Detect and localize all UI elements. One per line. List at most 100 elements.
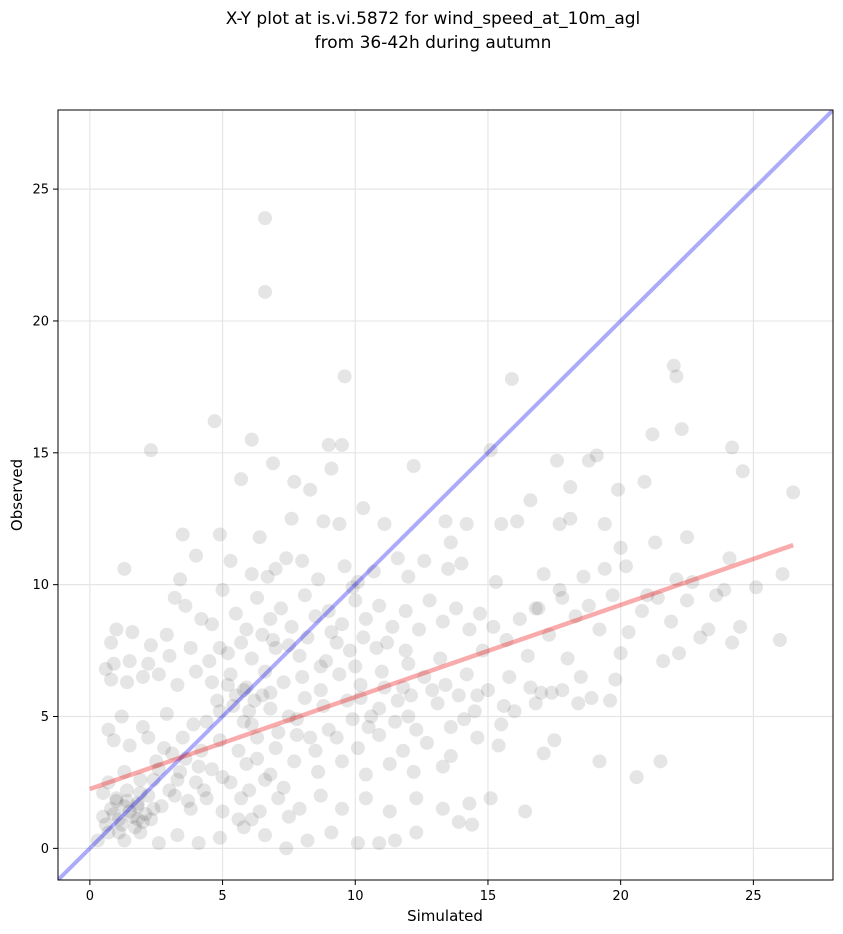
data-point	[101, 722, 116, 737]
data-point	[114, 817, 129, 832]
data-point	[568, 609, 583, 624]
data-point	[289, 727, 304, 742]
data-point	[396, 680, 411, 695]
data-point	[239, 680, 254, 695]
data-point	[141, 788, 156, 803]
data-point	[258, 284, 273, 299]
data-point	[494, 717, 509, 732]
data-point	[223, 667, 238, 682]
data-point	[475, 643, 490, 658]
data-point	[271, 791, 286, 806]
data-point	[234, 635, 249, 650]
data-point	[435, 614, 450, 629]
data-point	[443, 720, 458, 735]
data-point	[459, 517, 474, 532]
data-point	[181, 793, 196, 808]
data-point	[228, 688, 243, 703]
y-tick-label: 5	[41, 710, 49, 725]
data-point	[170, 772, 185, 787]
data-point	[645, 427, 660, 442]
data-point	[433, 651, 448, 666]
data-point	[417, 553, 432, 568]
chart-subtitle: from 36-42h during autumn	[315, 33, 552, 53]
data-point	[242, 783, 257, 798]
data-point	[117, 833, 132, 848]
data-point	[372, 836, 387, 851]
data-point	[186, 717, 201, 732]
data-point	[189, 664, 204, 679]
data-point	[311, 764, 326, 779]
data-point	[406, 764, 421, 779]
x-tick-label: 15	[480, 889, 497, 904]
data-point	[159, 627, 174, 642]
data-point	[613, 540, 628, 555]
data-point	[401, 656, 416, 671]
data-point	[173, 572, 188, 587]
data-point	[483, 791, 498, 806]
x-tick-label: 5	[218, 889, 226, 904]
data-point	[239, 622, 254, 637]
data-point	[212, 830, 227, 845]
data-point	[664, 614, 679, 629]
data-point	[417, 669, 432, 684]
data-point	[175, 730, 190, 745]
data-point	[130, 799, 145, 814]
data-point	[454, 556, 469, 571]
data-point	[114, 709, 129, 724]
data-point	[204, 675, 219, 690]
data-point	[653, 754, 668, 769]
data-point	[313, 659, 328, 674]
data-point	[411, 622, 426, 637]
data-point	[120, 793, 135, 808]
data-point	[449, 601, 464, 616]
data-point	[523, 680, 538, 695]
data-point	[401, 569, 416, 584]
data-point	[244, 432, 259, 447]
data-point	[167, 788, 182, 803]
data-point	[223, 553, 238, 568]
data-point	[483, 443, 498, 458]
data-point	[215, 770, 230, 785]
data-point	[648, 535, 663, 550]
data-point	[199, 791, 214, 806]
data-point	[98, 662, 113, 677]
data-point	[194, 611, 209, 626]
data-point	[332, 667, 347, 682]
data-point	[170, 828, 185, 843]
data-point	[308, 743, 323, 758]
data-point	[236, 683, 251, 698]
data-point	[549, 453, 564, 468]
data-point	[555, 590, 570, 605]
data-point	[680, 530, 695, 545]
data-point	[364, 709, 379, 724]
data-point	[470, 688, 485, 703]
data-point	[674, 422, 689, 437]
data-point	[220, 646, 235, 661]
data-point	[247, 693, 262, 708]
data-point	[295, 669, 310, 684]
data-point	[701, 622, 716, 637]
data-point	[281, 809, 296, 824]
data-point	[725, 440, 740, 455]
data-point	[345, 580, 360, 595]
data-point	[518, 804, 533, 819]
data-point	[228, 606, 243, 621]
data-point	[366, 564, 381, 579]
data-point	[419, 735, 434, 750]
data-point	[581, 453, 596, 468]
data-point	[244, 717, 259, 732]
data-point	[284, 511, 299, 526]
data-point	[303, 730, 318, 745]
data-point	[597, 561, 612, 576]
data-point	[162, 783, 177, 798]
data-point	[319, 654, 334, 669]
data-point	[316, 514, 331, 529]
data-point	[242, 704, 257, 719]
data-point	[183, 801, 198, 816]
data-point	[175, 527, 190, 542]
data-point	[401, 709, 416, 724]
data-point	[504, 371, 519, 386]
y-axis-ticks: 0 5 10 15 20 25	[32, 183, 58, 857]
data-point	[470, 730, 485, 745]
data-point	[520, 648, 535, 663]
